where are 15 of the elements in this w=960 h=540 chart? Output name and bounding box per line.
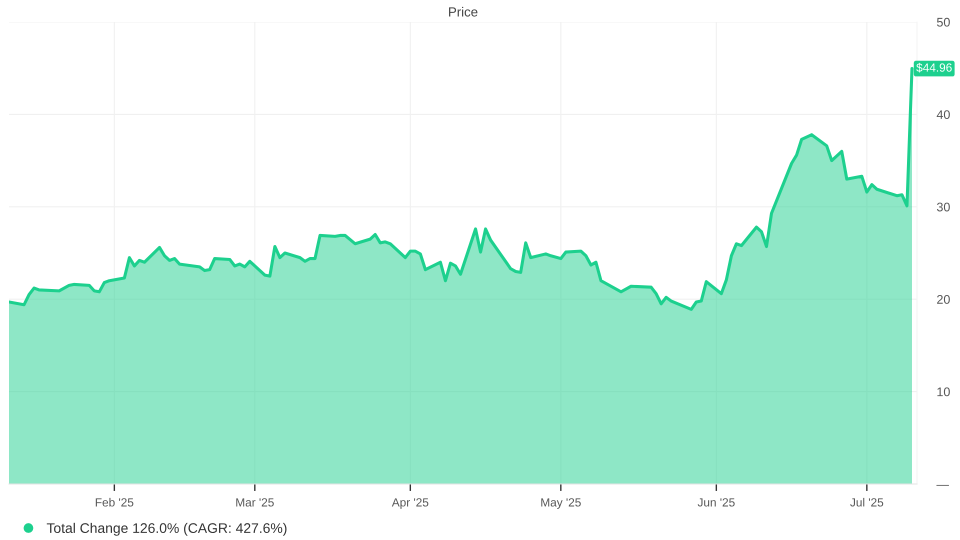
x-tick-label: Jun '25 [698,498,735,507]
x-tick-label: Mar '25 [236,498,274,507]
annotation: $44.96 [916,62,952,72]
x-tick-label: Feb '25 [96,498,134,507]
y-tick-label: 10 [937,387,950,396]
chart-title: Price [449,6,478,17]
x-tick-label: Apr '25 [392,498,428,509]
y-tick-label: 40 [936,110,950,120]
x-tick-label: Jul '25 [850,498,884,507]
y-tick-label: 30 [936,202,950,212]
y-tick-label: — [936,484,949,486]
legend-label: Total Change 126.0% (CAGR: 427.6%) [46,522,287,536]
y-tick-label: 20 [937,295,950,304]
y-tick-label: 50 [936,18,950,27]
x-tick-label: May '25 [541,498,581,509]
